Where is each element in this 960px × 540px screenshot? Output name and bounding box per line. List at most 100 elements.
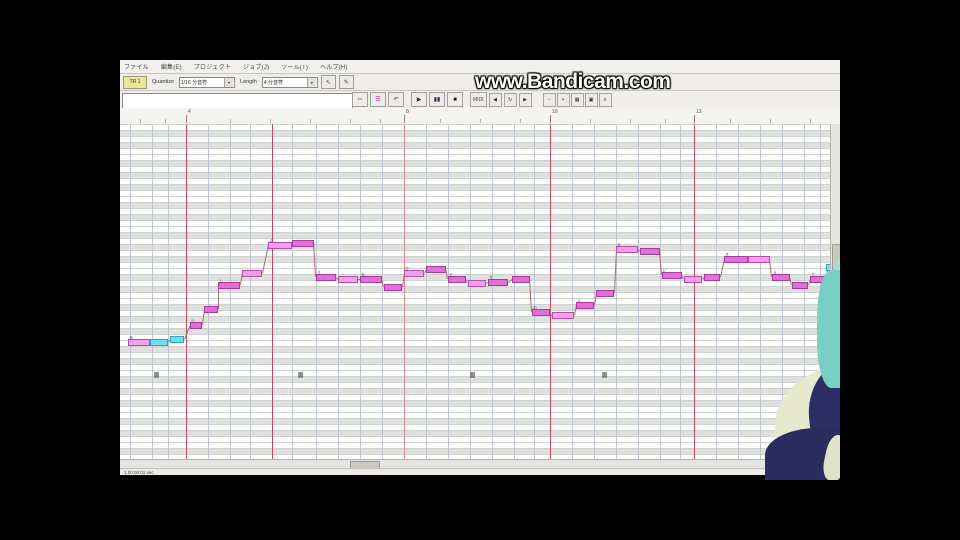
piano-roll-note[interactable] xyxy=(792,282,808,289)
menu-item-project[interactable]: プロジェクト xyxy=(193,65,232,71)
note-lyric-label: よ xyxy=(577,298,581,303)
piano-roll-note[interactable] xyxy=(292,240,314,247)
control-marker[interactable] xyxy=(470,372,475,378)
pointer-tool-icon[interactable]: ↖ xyxy=(320,75,336,89)
ruler-beat-tick xyxy=(520,119,521,123)
forward-icon[interactable]: ▶ xyxy=(518,92,532,107)
menu-item-help[interactable]: ヘルプ(H) xyxy=(320,65,348,71)
playhead-marker[interactable] xyxy=(694,124,695,459)
piano-roll-note[interactable] xyxy=(532,309,550,316)
menu-item-job[interactable]: ジョブ(J) xyxy=(243,65,270,71)
playhead-marker[interactable] xyxy=(186,124,187,459)
piano-roll-note[interactable] xyxy=(640,248,660,255)
zoom-in-icon[interactable]: + xyxy=(556,92,570,107)
piano-roll-beat-line xyxy=(152,124,153,459)
piano-roll-note[interactable] xyxy=(596,290,614,297)
piano-roll-note[interactable] xyxy=(704,274,720,281)
piano-roll-canvas[interactable]: あらしようなひとりのよるにきえて xyxy=(120,124,840,459)
piano-roll-note[interactable] xyxy=(218,282,240,289)
loop-icon[interactable]: ↻ xyxy=(503,92,517,107)
mixer-icon[interactable]: ≡ xyxy=(598,92,612,107)
piano-roll-row-line xyxy=(120,442,840,443)
bandicam-watermark: www.Bandicam.com xyxy=(475,70,671,93)
piano-roll-beat-line xyxy=(680,124,681,459)
piano-roll-note[interactable] xyxy=(576,302,594,309)
piano-roll-note[interactable] xyxy=(150,339,168,346)
piano-roll-note[interactable] xyxy=(512,276,530,283)
play-icon[interactable]: ▶ xyxy=(411,92,427,107)
playhead-marker[interactable] xyxy=(272,124,273,459)
piano-roll-note[interactable] xyxy=(338,276,358,283)
lyric-input[interactable] xyxy=(122,93,353,109)
piano-roll-row-black xyxy=(120,184,840,190)
character-overlay xyxy=(755,240,840,480)
piano-roll-note[interactable] xyxy=(748,256,770,263)
piano-roll-note[interactable] xyxy=(190,322,202,329)
ruler-bar-tick xyxy=(186,115,187,123)
stop-icon[interactable]: ■ xyxy=(447,92,463,107)
piano-roll-beat-line xyxy=(208,124,209,459)
piano-roll-note[interactable] xyxy=(684,276,702,283)
grid-icon[interactable]: ▦ xyxy=(570,92,584,107)
piano-roll-note[interactable] xyxy=(488,279,508,286)
piano-roll-note[interactable] xyxy=(242,270,262,277)
rewind-icon[interactable]: ◀ xyxy=(488,92,502,107)
piano-roll-beat-line xyxy=(448,124,449,459)
piano-roll-beat-line xyxy=(470,124,471,459)
piano-roll-row-line xyxy=(120,310,840,311)
piano-roll-note[interactable] xyxy=(772,274,790,281)
undo-icon[interactable]: ↶ xyxy=(388,92,404,107)
control-marker[interactable] xyxy=(298,372,303,378)
piano-roll-note[interactable] xyxy=(616,246,638,253)
piano-roll-note[interactable] xyxy=(268,242,292,249)
piano-roll-row-line xyxy=(120,184,840,185)
piano-roll-note[interactable] xyxy=(170,336,184,343)
piano-roll-row-line xyxy=(120,142,840,143)
piano-roll-beat-line xyxy=(594,124,595,459)
timeline-ruler[interactable]: 4 8 10 13 xyxy=(120,108,840,125)
piano-roll-beat-line xyxy=(534,124,535,459)
piano-roll-beat-line xyxy=(292,124,293,459)
menu-item-edit[interactable]: 編集(E) xyxy=(160,65,182,71)
track-badge[interactable]: TR 1 xyxy=(123,75,147,89)
piano-roll-note[interactable] xyxy=(404,270,424,277)
pencil-tool-icon[interactable]: ✎ xyxy=(338,75,354,89)
toolbar-primary: TR 1 Quantize 1/16 分音符 ▾ Length 4 分音符 ▾ … xyxy=(120,74,840,91)
piano-roll-note[interactable] xyxy=(204,306,218,313)
view-button-group: − + ▦ ▣ ≡ xyxy=(542,92,612,107)
status-bar: 1.00:00:01 sec xyxy=(120,468,840,475)
edit-button-group: ✂ ☰ ↶ xyxy=(352,92,404,107)
select-icon[interactable]: ▣ xyxy=(584,92,598,107)
piano-roll-note[interactable] xyxy=(448,276,466,283)
menu-item-tool[interactable]: ツール(T) xyxy=(281,65,309,71)
length-select[interactable]: 4 分音符 ▾ xyxy=(261,76,318,88)
piano-roll-beat-line xyxy=(716,124,717,459)
piano-roll-row-line xyxy=(120,400,840,401)
quantize-select[interactable]: 1/16 分音符 ▾ xyxy=(179,76,236,88)
piano-roll-note[interactable] xyxy=(360,276,382,283)
piano-roll-note[interactable] xyxy=(468,280,486,287)
piano-roll-note[interactable] xyxy=(552,312,574,319)
zoom-out-icon[interactable]: − xyxy=(542,92,556,107)
piano-roll-note[interactable] xyxy=(724,256,748,263)
control-marker[interactable] xyxy=(154,372,159,378)
chevron-down-icon[interactable]: ▾ xyxy=(224,77,234,87)
control-marker[interactable] xyxy=(602,372,607,378)
piano-roll-row-line xyxy=(120,334,840,335)
playhead-marker[interactable] xyxy=(550,124,551,459)
piano-roll-note[interactable] xyxy=(384,284,402,291)
chevron-down-icon[interactable]: ▾ xyxy=(306,77,316,87)
ruler-beat-tick xyxy=(140,119,141,123)
note-lyric-label: あ xyxy=(129,335,133,340)
cut-icon[interactable]: ✂ xyxy=(352,92,368,107)
piano-roll-note[interactable] xyxy=(128,339,150,346)
piano-roll-row-line xyxy=(120,430,840,431)
piano-roll-note[interactable] xyxy=(426,266,446,273)
pause-icon[interactable]: ▮▮ xyxy=(429,92,445,107)
piano-roll-note[interactable] xyxy=(662,272,682,279)
piano-roll-note[interactable] xyxy=(316,274,336,281)
paste-icon[interactable]: ☰ xyxy=(370,92,386,107)
piano-roll-beat-line xyxy=(572,124,573,459)
menu-item-file[interactable]: ファイル xyxy=(124,65,149,71)
